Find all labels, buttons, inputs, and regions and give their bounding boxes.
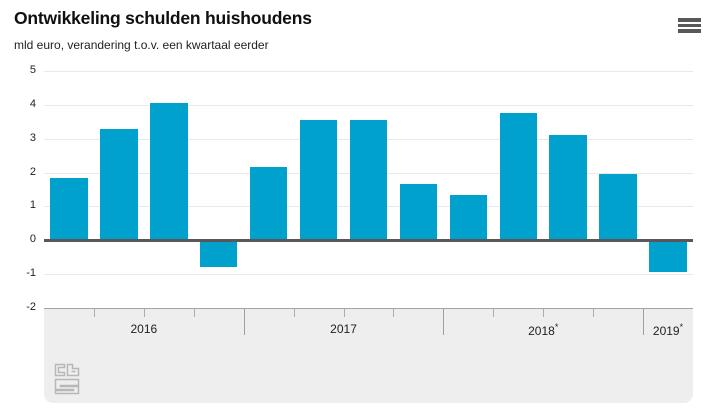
bar-2016-q4[interactable] bbox=[200, 240, 238, 268]
year-divider bbox=[443, 309, 445, 335]
quarter-tick bbox=[143, 309, 145, 317]
hamburger-menu-icon bbox=[678, 18, 701, 33]
y-axis-label: 1 bbox=[29, 199, 36, 212]
x-axis-band: 2016 2017 2018* 2019* bbox=[44, 308, 693, 403]
y-axis-label: 3 bbox=[29, 131, 36, 144]
quarter-tick bbox=[343, 309, 345, 317]
x-axis-label-2017: 2017 bbox=[330, 322, 357, 336]
quarter-tick bbox=[493, 309, 495, 317]
gridline bbox=[44, 71, 693, 72]
chart-title: Ontwikkeling schulden huishoudens bbox=[14, 8, 312, 28]
x-axis-label-2018: 2018* bbox=[528, 322, 559, 338]
quarter-tick bbox=[593, 309, 595, 317]
y-axis-label: -1 bbox=[26, 267, 36, 280]
bar-2016-q3[interactable] bbox=[150, 103, 188, 241]
gridline bbox=[44, 274, 693, 276]
y-axis-label: 0 bbox=[29, 233, 36, 246]
quarter-tick bbox=[93, 309, 95, 317]
y-axis-label: 2 bbox=[29, 165, 36, 178]
cbs-logo bbox=[54, 363, 80, 395]
x-axis-label-2016: 2016 bbox=[130, 322, 158, 336]
chart-subtitle: mld euro, verandering t.o.v. een kwartaa… bbox=[14, 38, 269, 52]
quarter-tick bbox=[543, 309, 545, 317]
quarter-tick bbox=[293, 309, 295, 317]
bar-2018-q3[interactable] bbox=[549, 135, 587, 241]
bar-2017-q3[interactable] bbox=[349, 120, 388, 241]
bar-2017-q4[interactable] bbox=[399, 184, 438, 241]
export-menu-button[interactable] bbox=[678, 18, 701, 33]
x-axis-label-2019: 2019* bbox=[652, 322, 684, 338]
quarter-tick bbox=[193, 309, 195, 317]
zero-axis-line bbox=[44, 238, 693, 242]
bar-2018-q2[interactable] bbox=[499, 113, 537, 241]
plot-area bbox=[44, 71, 693, 308]
bar-2016-q2[interactable] bbox=[100, 128, 138, 241]
y-axis-label: -2 bbox=[26, 301, 36, 313]
year-divider bbox=[643, 309, 645, 335]
y-axis-label: 4 bbox=[29, 97, 36, 110]
y-axis-label: 5 bbox=[29, 64, 36, 76]
bar-2017-q1[interactable] bbox=[249, 167, 288, 241]
bar-2018-q1[interactable] bbox=[449, 194, 488, 241]
bar-2018-q4[interactable] bbox=[599, 174, 637, 241]
quarter-tick bbox=[393, 309, 395, 317]
year-divider bbox=[243, 309, 245, 335]
bar-2016-q1[interactable] bbox=[50, 177, 88, 241]
bar-2017-q2[interactable] bbox=[299, 120, 338, 241]
gridline bbox=[44, 104, 693, 106]
bar-2019-q1[interactable] bbox=[649, 240, 687, 273]
